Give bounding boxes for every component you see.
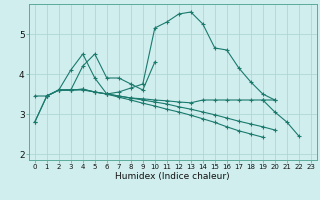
X-axis label: Humidex (Indice chaleur): Humidex (Indice chaleur): [116, 172, 230, 181]
